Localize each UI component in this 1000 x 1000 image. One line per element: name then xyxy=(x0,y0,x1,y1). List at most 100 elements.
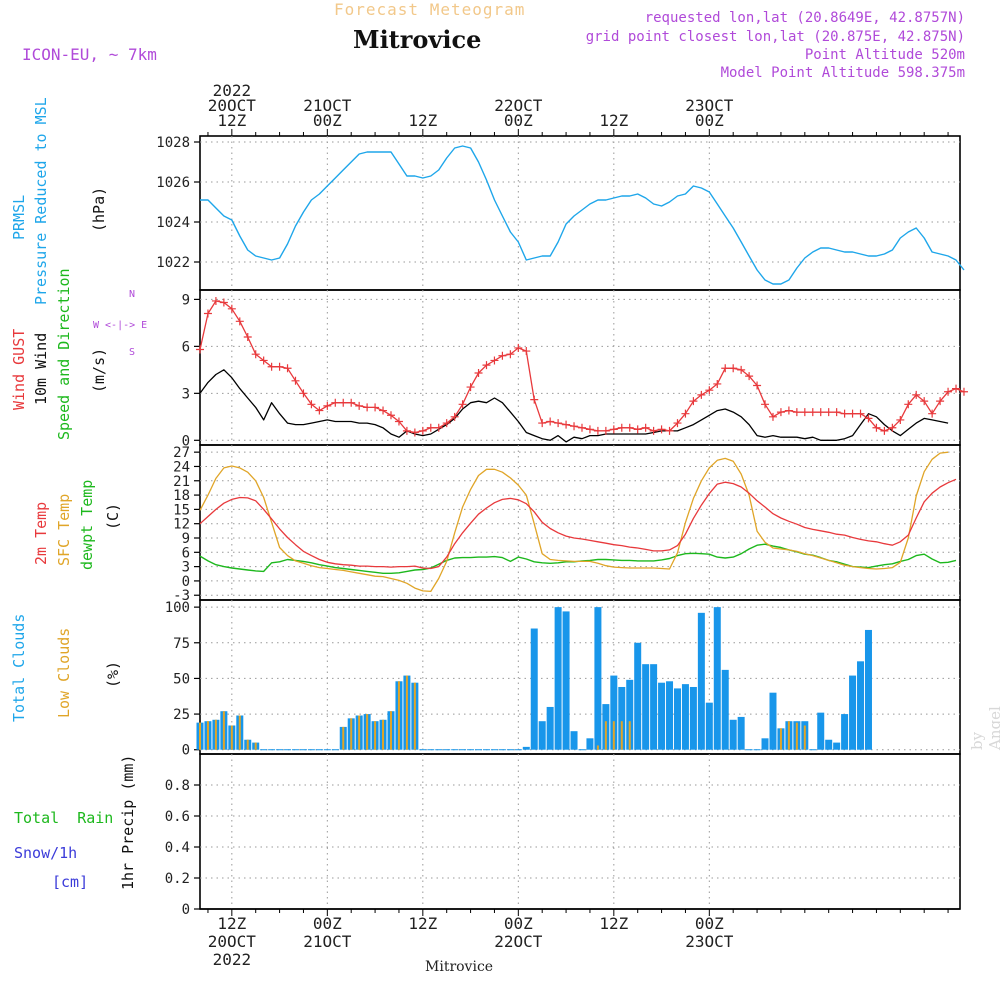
gridpoint-coords: grid point closest lon,lat (20.875E, 42.… xyxy=(585,29,965,45)
ytick-label-temperature: 27 xyxy=(173,445,190,461)
ytick-label-temperature: 3 xyxy=(182,560,190,576)
total-cloud-bar xyxy=(857,661,865,750)
wind-gust-marker xyxy=(379,406,388,415)
wind-gust-marker xyxy=(371,403,380,412)
wind-gust-marker xyxy=(386,411,395,420)
wind-gust-marker xyxy=(800,408,809,417)
ytick-label-pressure: 1024 xyxy=(156,215,190,231)
total-cloud-bar xyxy=(650,664,658,750)
sfc-temp-line xyxy=(199,451,949,593)
ytick-label-precipitation: 0.4 xyxy=(165,840,190,856)
wind-gust-marker xyxy=(753,381,762,390)
ytick-label-precipitation: 0 xyxy=(182,902,190,918)
wind-gust-marker xyxy=(673,419,682,428)
location-title: Mitrovice xyxy=(353,25,482,54)
wind-gust-marker xyxy=(928,409,937,418)
wind-gust-marker xyxy=(585,425,594,434)
wind-gust-marker xyxy=(745,372,754,381)
wind-gust-marker xyxy=(904,400,913,409)
total-cloud-bar xyxy=(522,746,530,750)
wind-gust-marker xyxy=(211,296,220,305)
label-speed-direction: Speed and Direction xyxy=(55,268,73,440)
wind-gust-marker xyxy=(514,343,523,352)
ytick-label-pressure: 1022 xyxy=(156,255,190,271)
low-cloud-bar xyxy=(206,721,209,750)
time-label-bottom: 23OCT xyxy=(685,932,734,951)
wind-gust-marker xyxy=(530,395,539,404)
wind-gust-marker xyxy=(896,415,905,424)
wind-gust-marker xyxy=(952,384,961,393)
wind-gust-marker xyxy=(251,350,260,359)
wind-10m-line xyxy=(199,369,949,443)
product-title: Forecast Meteogram xyxy=(334,0,526,19)
low-cloud-bar xyxy=(389,711,392,750)
total-cloud-bar xyxy=(849,675,857,750)
low-cloud-bar xyxy=(254,742,257,750)
low-cloud-bar xyxy=(787,721,790,750)
wind-gust-marker xyxy=(474,368,483,377)
wind-gust-marker xyxy=(482,361,491,370)
label-snow: Snow/1h xyxy=(14,844,78,862)
total-cloud-bar xyxy=(697,612,705,750)
low-cloud-bar xyxy=(366,714,369,750)
ytick-label-temperature: 6 xyxy=(182,545,190,561)
wind-gust-marker xyxy=(936,397,945,406)
ytick-label-temperature: 21 xyxy=(173,474,190,490)
wind-gust-marker xyxy=(203,309,212,318)
ytick-label-temperature: 12 xyxy=(173,517,190,533)
total-cloud-bar xyxy=(658,682,666,750)
wind-gust-marker xyxy=(538,419,547,428)
wind-gust-marker xyxy=(418,426,427,435)
model-name: ICON-EU, ~ 7km xyxy=(22,45,157,64)
ytick-label-precipitation: 0.6 xyxy=(165,809,190,825)
low-cloud-bar xyxy=(779,728,782,750)
wind-gust-marker xyxy=(856,409,865,418)
total-cloud-bar xyxy=(729,719,737,750)
low-cloud-bar xyxy=(596,745,599,750)
wind-gust-marker xyxy=(394,417,403,426)
wind-gust-marker xyxy=(554,419,563,428)
wind-gust-marker xyxy=(601,426,610,435)
wind-gust-marker xyxy=(840,409,849,418)
total-cloud-bar xyxy=(530,628,538,750)
wind-gust-marker xyxy=(888,423,897,432)
wind-gust-marker xyxy=(339,398,348,407)
ytick-label-wind: 3 xyxy=(182,386,190,402)
label-hpa: (hPa) xyxy=(90,186,108,232)
total-cloud-bar xyxy=(634,642,642,750)
total-cloud-bar xyxy=(864,629,872,750)
low-cloud-bar xyxy=(238,715,241,750)
total-cloud-bar xyxy=(841,714,849,750)
wind-gust-marker xyxy=(275,362,284,371)
ytick-label-wind: 6 xyxy=(182,339,190,355)
low-cloud-bar xyxy=(230,725,233,750)
wind-gust-marker xyxy=(737,365,746,374)
wind-gust-marker xyxy=(649,426,658,435)
total-cloud-bar xyxy=(546,706,554,750)
ytick-label-precipitation: 0.2 xyxy=(165,871,190,887)
ytick-label-clouds: 75 xyxy=(173,636,190,652)
time-label-bottom: 22OCT xyxy=(494,932,543,951)
compass-s: S xyxy=(129,347,136,358)
wind-gust-marker xyxy=(347,398,356,407)
total-cloud-bar xyxy=(626,679,634,750)
ytick-label-temperature: 18 xyxy=(173,488,190,504)
total-cloud-bar xyxy=(769,692,777,750)
wind-gust-marker xyxy=(944,387,953,396)
wind-gust-marker xyxy=(570,422,579,431)
wind-gust-marker xyxy=(593,426,602,435)
label-ms: (m/s) xyxy=(90,347,108,393)
total-cloud-bar xyxy=(642,664,650,750)
compass-n: N xyxy=(129,289,136,300)
low-cloud-bar xyxy=(405,675,408,750)
label-pressure-msl: Pressure Reduced to MSL xyxy=(32,97,50,305)
wind-gust-marker xyxy=(299,389,308,398)
wind-gust-marker xyxy=(355,401,364,410)
low-cloud-bar xyxy=(795,722,798,750)
low-cloud-bar xyxy=(382,719,385,750)
label-dewpt-temp: dewpt Temp xyxy=(78,479,96,570)
time-label-bottom: 12Z xyxy=(408,914,437,933)
total-cloud-bar xyxy=(737,716,745,750)
time-label-top: 23OCT xyxy=(685,96,734,115)
wind-gust-marker xyxy=(641,423,650,432)
